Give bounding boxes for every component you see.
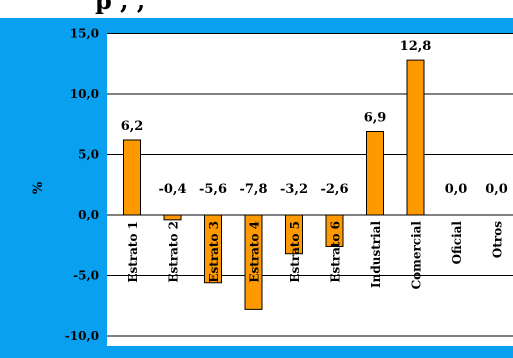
bar	[366, 131, 384, 216]
data-label: -2,6	[320, 182, 348, 197]
bar	[123, 139, 141, 216]
category-label: Estrato 4	[248, 221, 262, 283]
data-label: -3,2	[280, 182, 308, 197]
category-labels: Estrato 1 Estrato 2 Estrato 3 Estrato 4 Estr…	[126, 221, 505, 290]
y-tick-label: 15,0	[70, 27, 99, 41]
data-label: 6,9	[364, 111, 387, 126]
data-label: -5,6	[199, 182, 227, 197]
data-label: 6,2	[121, 119, 144, 134]
category-label: Estrato 6	[329, 221, 343, 283]
y-tick-label: 10,0	[70, 87, 99, 101]
category-label: Otros	[491, 221, 505, 258]
data-label: 12,8	[400, 39, 432, 54]
category-label: Estrato 5	[288, 221, 302, 283]
bar	[406, 59, 425, 216]
category-label: Oficial	[450, 221, 464, 265]
y-tick-label: -5,0	[73, 269, 99, 283]
y-axis-label: %	[31, 181, 46, 194]
data-label: -0,4	[158, 182, 186, 197]
bar	[285, 214, 303, 255]
y-axis-ticks: 15,0 10,0 5,0 0,0 -5,0 -10,0	[65, 27, 99, 344]
data-label: 0,0	[445, 182, 468, 197]
gridlines	[107, 33, 513, 337]
bar	[244, 214, 263, 310]
y-tick-label: 0,0	[78, 208, 99, 222]
bar	[325, 214, 344, 247]
category-label: Industrial	[369, 221, 383, 288]
category-label: Comercial	[410, 221, 424, 290]
y-tick-label: -10,0	[65, 329, 99, 343]
data-label: 0,0	[485, 182, 508, 197]
bar	[204, 214, 222, 284]
category-label: Estrato 3	[207, 221, 221, 283]
bars	[123, 59, 425, 310]
category-label: Estrato 2	[167, 221, 181, 283]
data-label: -7,8	[239, 182, 267, 197]
plot-area	[107, 34, 513, 346]
bar	[163, 214, 182, 221]
data-labels: 6,2 -0,4 -5,6 -7,8 -3,2 -2,6 6,9 12,8 0,0 0,0	[121, 39, 508, 197]
category-label: Estrato 1	[126, 221, 140, 283]
y-tick-label: 5,0	[78, 148, 99, 162]
chart-title-fragment: p , ,	[95, 0, 146, 15]
